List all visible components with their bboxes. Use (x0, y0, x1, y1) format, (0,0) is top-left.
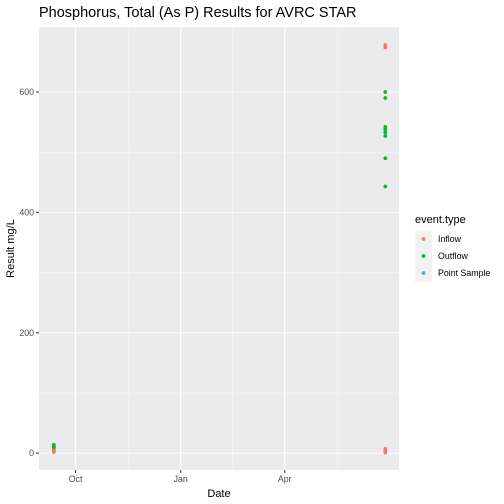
y-axis-ticks: 0 200 400 600 (19, 87, 39, 458)
y-tick-label: 0 (29, 448, 34, 458)
legend-key-outflow (421, 254, 426, 258)
data-point-outflow (383, 125, 388, 129)
legend-label: Point Sample (438, 268, 490, 278)
y-tick-label: 600 (19, 87, 34, 97)
x-axis-ticks: Oct Jan Apr (69, 470, 292, 484)
x-tick-label: Oct (69, 474, 83, 484)
data-point-outflow (51, 442, 56, 447)
legend-items: Inflow Outflow Point Sample (415, 231, 490, 282)
y-tick-label: 200 (19, 328, 34, 338)
legend-label: Inflow (438, 234, 462, 244)
data-point-outflow (383, 134, 388, 138)
chart-title: Phosphorus, Total (As P) Results for AVR… (39, 5, 357, 21)
legend-key-point-sample (421, 271, 426, 275)
minor-gridlines (39, 27, 399, 470)
data-point-inflow (383, 447, 388, 451)
data-points (51, 43, 388, 455)
y-axis-title: Result mg/L (5, 219, 17, 278)
x-tick-label: Apr (278, 474, 292, 484)
x-axis-title: Date (207, 488, 230, 500)
legend: event.type Inflow Outflow Point Sample (415, 214, 490, 282)
data-point-inflow (383, 43, 388, 47)
major-gridlines (39, 27, 399, 470)
legend-key-inflow (421, 237, 426, 241)
plot-panel (39, 27, 399, 470)
legend-label: Outflow (438, 251, 468, 261)
legend-title: event.type (415, 214, 466, 226)
data-point-outflow (383, 130, 388, 135)
data-point-outflow (383, 156, 388, 161)
x-tick-label: Jan (174, 474, 188, 484)
y-tick-label: 400 (19, 207, 34, 217)
data-point-outflow (383, 96, 388, 100)
data-point-outflow (383, 184, 388, 189)
data-point-outflow (383, 90, 388, 94)
